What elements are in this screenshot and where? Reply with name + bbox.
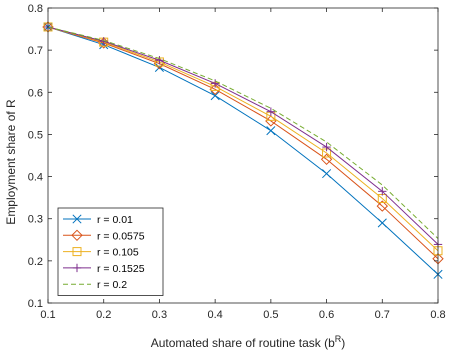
y-axis-label: Employment share of R [4,99,18,225]
legend-label: r = 0.0575 [97,230,145,242]
x-axis-label: Automated share of routine task (bR) [151,334,346,350]
x-axis-label-suffix: ) [341,336,345,350]
x-tick-label: 0.4 [207,309,222,321]
y-tick-label: 0.5 [28,129,43,141]
y-tick-label: 0.6 [28,87,43,99]
y-tick-label: 0.7 [28,45,43,57]
y-tick-label: 0.3 [28,214,43,226]
legend-label: r = 0.2 [97,279,127,291]
y-tick-label: 0.1 [28,298,43,310]
y-tick-label: 0.4 [28,172,43,184]
x-tick-label: 0.6 [319,309,334,321]
y-tick-label: 0.8 [28,3,43,15]
y-tick-label: 0.2 [28,256,43,268]
x-tick-label: 0.8 [430,309,445,321]
legend: r = 0.01 r = 0.0575 r = 0.105 r = 0.1525 r =… [58,208,163,296]
legend-label: r = 0.105 [97,247,139,259]
x-tick-label: 0.5 [263,309,278,321]
x-tick-label: 0.2 [96,309,111,321]
x-axis-label-main: Automated share of routine task (b [151,336,335,350]
legend-label: r = 0.1525 [97,263,145,275]
legend-label: r = 0.01 [97,214,133,226]
x-tick-label: 0.1 [40,309,55,321]
x-tick-label: 0.7 [375,309,390,321]
x-tick-label: 0.3 [152,309,167,321]
